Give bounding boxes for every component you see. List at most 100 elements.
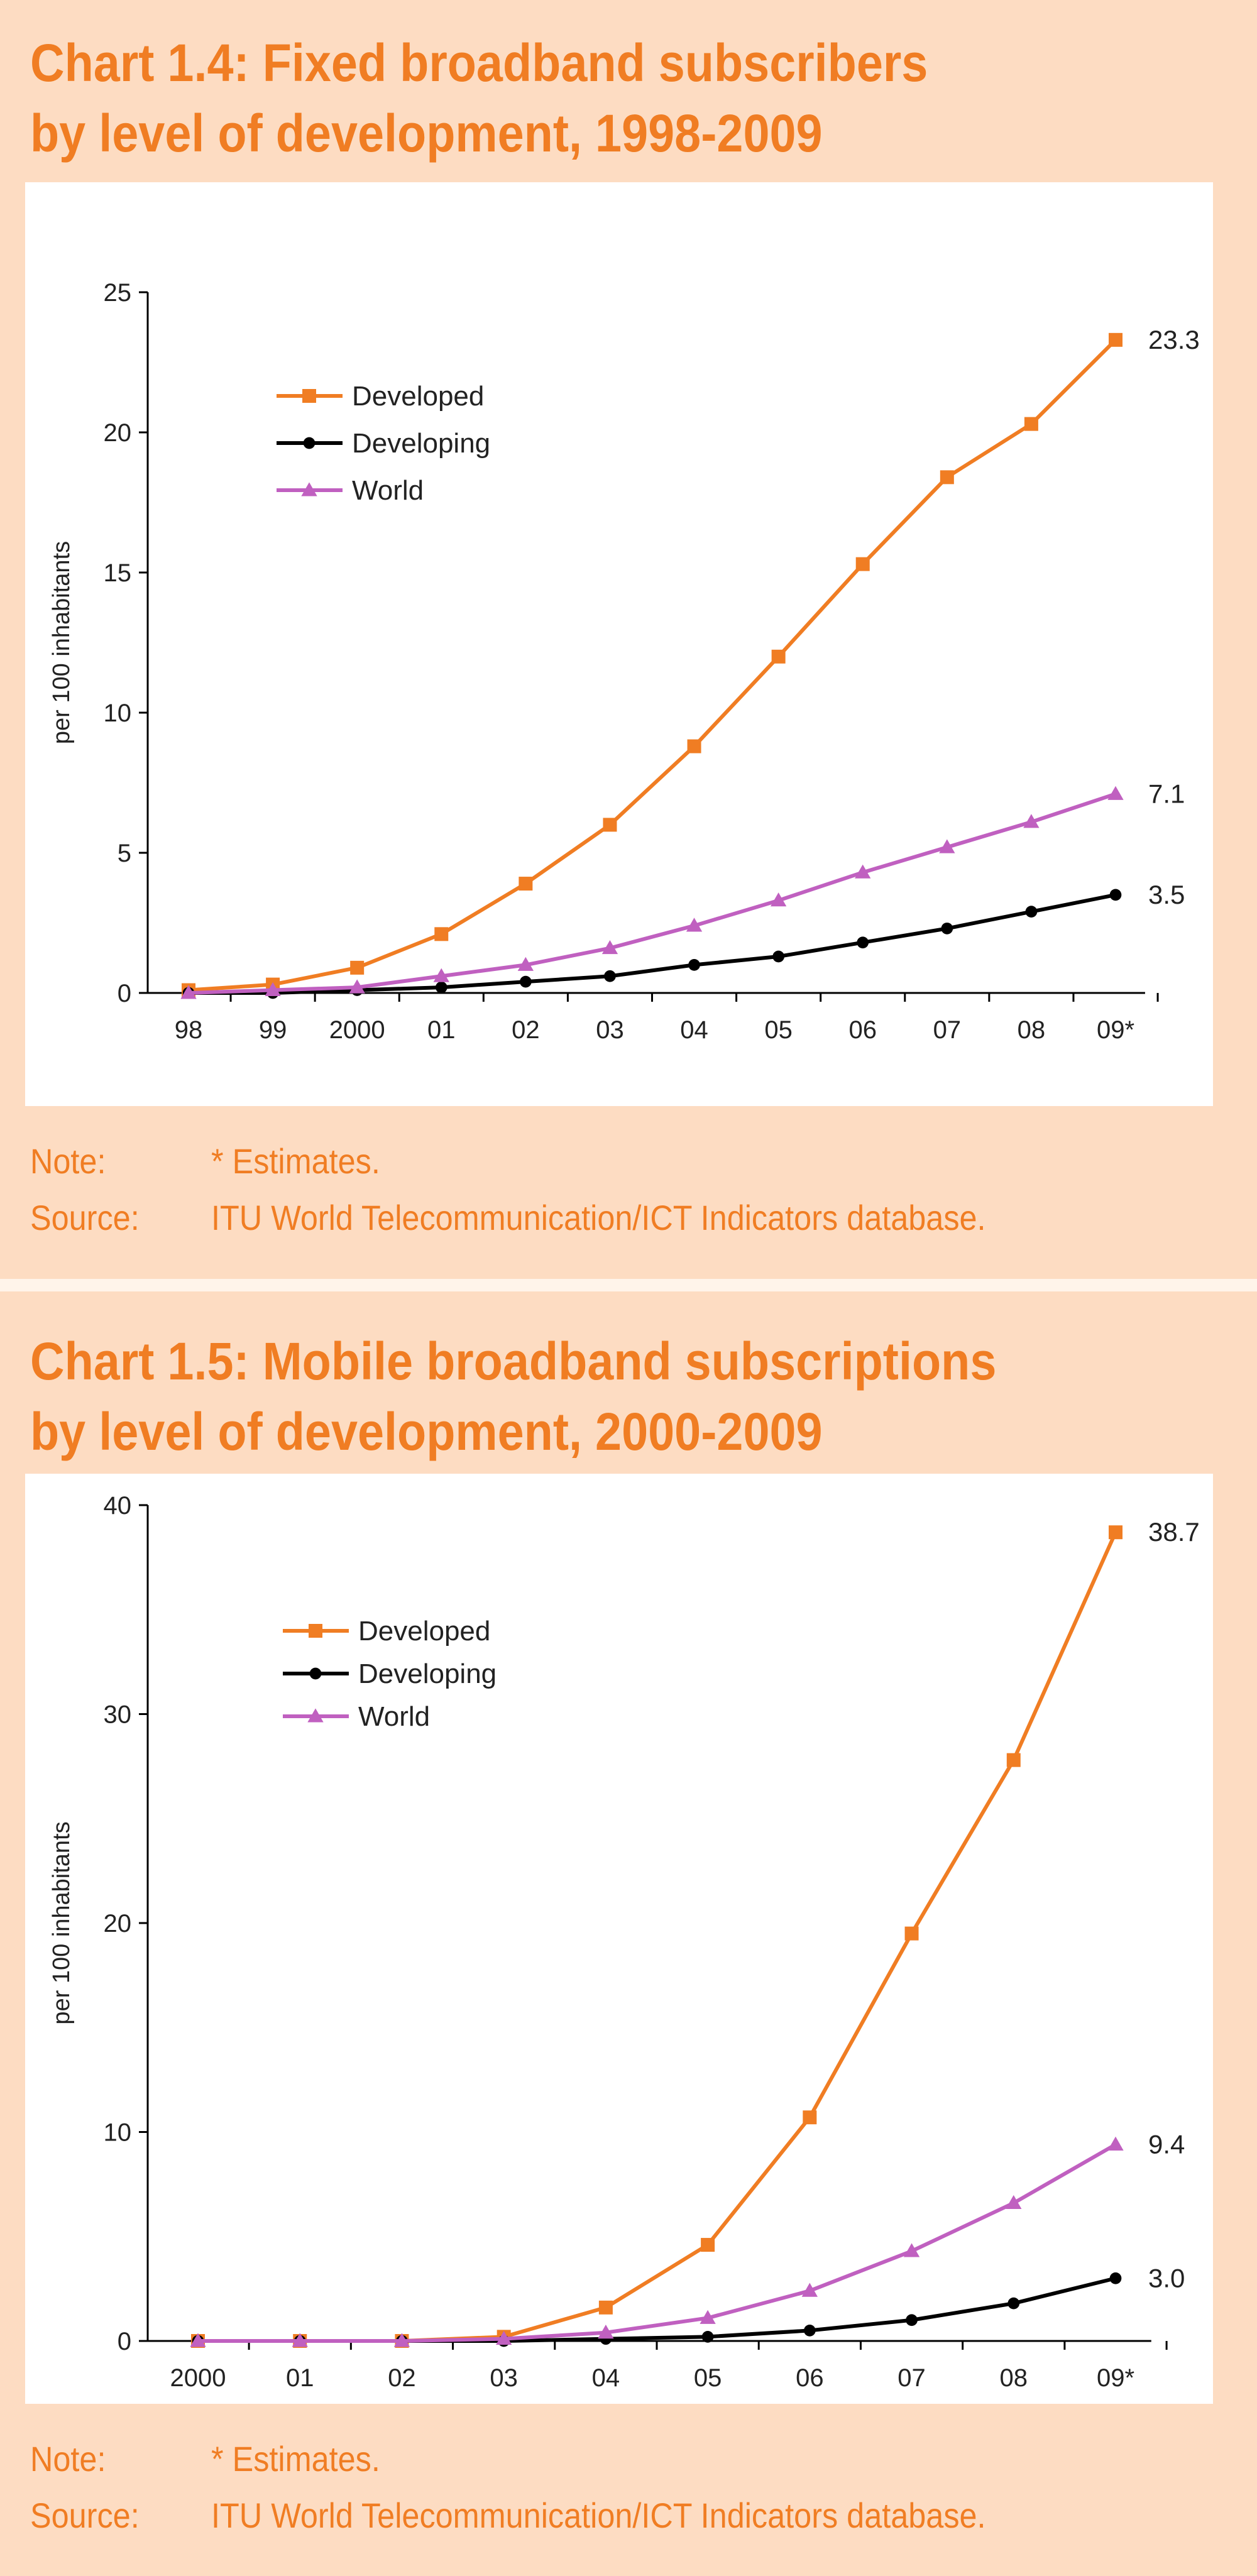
data-point-world xyxy=(496,2331,512,2345)
x-tick-label: 08 xyxy=(1000,2364,1028,2392)
data-point-world xyxy=(855,864,871,879)
series-line-world xyxy=(198,2142,1117,2343)
data-point-developed xyxy=(1006,1753,1021,1767)
data-point-world xyxy=(1006,2195,1022,2210)
data-point-world xyxy=(433,968,449,982)
legend-label-world: World xyxy=(358,1701,430,1732)
chart-note: Note: * Estimates. xyxy=(30,1141,380,1181)
data-point-developed xyxy=(519,877,533,891)
end-value-label-developing: 3.0 xyxy=(1148,2263,1185,2293)
data-point-developing xyxy=(520,975,532,988)
chart-title: Chart 1.4: Fixed broadband subscribers b… xyxy=(30,28,928,168)
x-tick-label: 03 xyxy=(490,2364,518,2392)
legend-marker-developing xyxy=(309,1667,322,1680)
x-tick-label: 01 xyxy=(286,2364,314,2392)
data-point-developed xyxy=(1109,1525,1123,1540)
y-tick-label: 15 xyxy=(104,559,132,587)
x-tick-label: 08 xyxy=(1018,1016,1046,1044)
data-point-developed xyxy=(940,470,954,485)
legend-marker-developing xyxy=(303,437,316,449)
legend-label-developing: Developing xyxy=(358,1658,497,1689)
y-axis-label: per 100 inhabitants xyxy=(48,541,75,744)
chart-title-line-2: by level of development, 2000-2009 xyxy=(30,1402,823,1461)
series-line-developed xyxy=(188,338,1117,992)
chart-title-line-2: by level of development, 1998-2009 xyxy=(30,104,823,163)
note-key: Note: xyxy=(30,2439,106,2479)
data-point-developing xyxy=(772,950,784,963)
data-point-world xyxy=(770,892,787,907)
data-point-developed xyxy=(603,818,617,832)
chart-title-line-1: Chart 1.5: Mobile broadband subscription… xyxy=(30,1332,997,1391)
end-value-label-developing: 3.5 xyxy=(1148,880,1185,909)
series-line-developing xyxy=(189,892,1116,995)
source-key: Source: xyxy=(30,1198,140,1237)
y-tick-label: 10 xyxy=(104,2119,132,2147)
legend-label-developed: Developed xyxy=(358,1616,490,1647)
data-point-world xyxy=(1023,814,1040,828)
data-point-developing xyxy=(906,2314,918,2327)
legend-marker-world xyxy=(301,482,317,496)
data-point-developed xyxy=(1024,417,1038,431)
data-point-world xyxy=(265,982,281,997)
data-point-developing xyxy=(1007,2297,1020,2310)
data-point-developed xyxy=(598,2300,613,2315)
data-point-world xyxy=(349,979,365,994)
plot-area: 0 10 20 30 40 2000 01 02 03 04 05 06 07 08 09* per 100 … xyxy=(25,1474,1213,2404)
source-text: ITU World Telecommunication/ICT Indicato… xyxy=(211,1198,986,1237)
legend-marker-developed xyxy=(302,389,316,403)
data-point-developing xyxy=(1025,906,1038,918)
source-text: ITU World Telecommunication/ICT Indicato… xyxy=(211,2496,986,2535)
chart-title: Chart 1.5: Mobile broadband subscription… xyxy=(30,1326,996,1467)
y-tick-label: 0 xyxy=(118,2328,131,2355)
data-point-developed xyxy=(771,649,786,664)
y-tick-label: 20 xyxy=(104,1910,132,1937)
panel-divider xyxy=(0,1279,1257,1291)
x-tick-label: 02 xyxy=(388,2364,416,2392)
y-tick-label: 5 xyxy=(118,840,131,867)
chart-note: Note: * Estimates. xyxy=(30,2438,380,2479)
end-value-label-world: 7.1 xyxy=(1148,779,1185,808)
data-point-developing xyxy=(1109,2272,1122,2284)
x-tick-label: 01 xyxy=(427,1016,456,1044)
data-point-world xyxy=(1107,2136,1124,2151)
data-point-world xyxy=(700,2310,716,2324)
data-point-developed xyxy=(803,2110,817,2125)
data-point-developed xyxy=(434,927,449,941)
series-line-world xyxy=(188,792,1116,995)
data-point-world xyxy=(686,918,703,932)
x-tick-label: 07 xyxy=(933,1016,962,1044)
data-point-world xyxy=(517,956,534,971)
y-tick-label: 10 xyxy=(104,699,132,727)
chart-source: Source: ITU World Telecommunication/ICT I… xyxy=(30,1197,986,1238)
y-tick-label: 20 xyxy=(104,419,132,447)
y-tick-label: 30 xyxy=(104,1701,132,1729)
note-text: * Estimates. xyxy=(211,1141,380,1181)
data-point-developed xyxy=(701,2238,715,2252)
x-tick-label: 05 xyxy=(764,1016,793,1044)
data-point-world xyxy=(801,2283,818,2297)
data-point-developed xyxy=(904,1926,919,1941)
series-line-developing xyxy=(198,2276,1116,2343)
chart-title-line-1: Chart 1.4: Fixed broadband subscribers xyxy=(30,33,928,92)
end-value-label-developed: 23.3 xyxy=(1148,325,1200,354)
end-value-label-developed: 38.7 xyxy=(1148,1517,1200,1547)
y-tick-label: 0 xyxy=(118,980,131,1007)
legend-label-world: World xyxy=(352,475,424,506)
source-key: Source: xyxy=(30,2496,140,2535)
data-point-developing xyxy=(604,970,616,982)
legend-marker-world xyxy=(307,1708,324,1723)
data-point-world xyxy=(598,2325,614,2339)
y-axis-label: per 100 inhabitants xyxy=(48,1821,75,2024)
x-tick-label: 05 xyxy=(694,2364,722,2392)
data-point-world xyxy=(939,839,955,853)
data-point-developed xyxy=(855,557,870,571)
data-point-world xyxy=(1107,786,1124,800)
x-tick-label: 06 xyxy=(848,1016,877,1044)
data-point-developed xyxy=(687,739,701,754)
x-tick-label: 09* xyxy=(1097,2364,1134,2392)
x-tick-label: 03 xyxy=(596,1016,624,1044)
data-point-developed xyxy=(1109,332,1123,347)
x-tick-label: 2000 xyxy=(329,1016,385,1044)
data-point-developing xyxy=(701,2331,714,2343)
